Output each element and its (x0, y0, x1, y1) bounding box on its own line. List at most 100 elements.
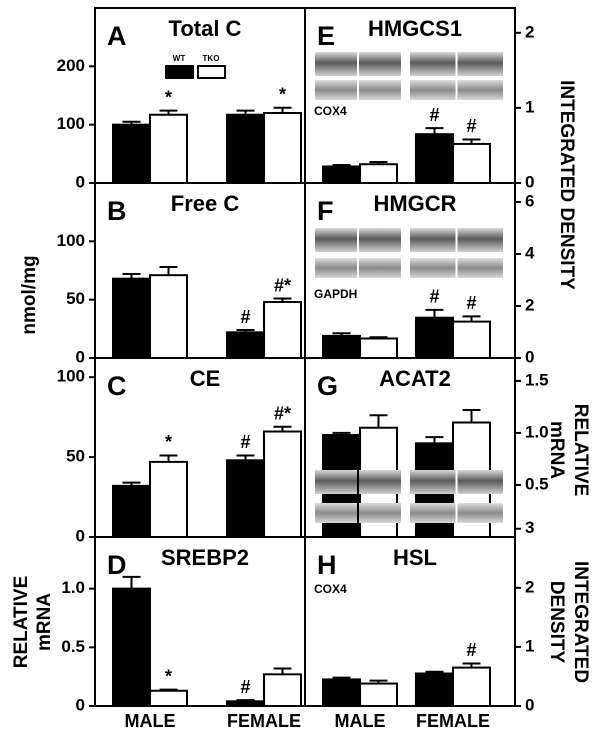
panel-letter: C (107, 371, 127, 401)
bar (149, 274, 188, 359)
y-tick-label: 100 (57, 231, 85, 250)
bar (226, 113, 265, 184)
significance-marker: #* (274, 403, 291, 423)
blot-lane (457, 470, 503, 494)
y-tick-label: 1.5 (525, 370, 549, 389)
blot-label: COX4 (314, 582, 347, 596)
y-tick-label: 50 (66, 289, 85, 308)
error-bar (369, 414, 388, 428)
bar (452, 142, 491, 184)
error-bar (159, 266, 178, 276)
panel-title: SREBP2 (161, 545, 249, 570)
bar (452, 320, 491, 359)
error-bar (122, 481, 141, 486)
error-bar (462, 409, 481, 423)
bar (149, 689, 188, 707)
blot-lane (315, 80, 357, 100)
blot-lane (315, 470, 357, 494)
y-tick-label: 1.0 (525, 422, 549, 441)
y-tick-label: 2 (525, 22, 534, 41)
panel-letter: A (107, 21, 127, 51)
bar (359, 163, 398, 184)
bar (359, 682, 398, 708)
legend-swatch (165, 65, 194, 79)
y-tick-label: 0 (525, 347, 534, 366)
bar (112, 123, 151, 184)
blot-label: COX4 (314, 104, 347, 118)
y-axis-label: mRNA (34, 593, 55, 651)
bar (263, 673, 302, 707)
blot-lane (315, 228, 357, 252)
significance-marker: * (165, 432, 172, 452)
blot-label: GAPDH (314, 287, 357, 301)
error-bar (236, 329, 255, 333)
bar (359, 337, 398, 360)
significance-marker: #* (274, 275, 291, 295)
panel-title: ACAT2 (379, 366, 451, 391)
y-tick-label: 0 (525, 695, 534, 714)
panel-letter: F (317, 196, 334, 226)
error-bar (236, 109, 255, 115)
blot-lane (410, 503, 456, 523)
error-bar (425, 127, 444, 135)
bar (263, 301, 302, 359)
y-tick-label: 200 (57, 56, 85, 75)
blot-lane (359, 258, 401, 278)
panel-letter: B (107, 196, 127, 226)
y-tick-label: 0.5 (61, 637, 85, 656)
blot-lane (457, 258, 503, 278)
y-tick-label: 100 (57, 367, 85, 386)
error-bar (462, 662, 481, 668)
panel-title: HSL (393, 545, 437, 570)
bar (322, 165, 361, 184)
error-bar (273, 297, 292, 302)
error-bar (236, 454, 255, 461)
blot-lane (359, 503, 401, 523)
y-tick-label: 1.0 (61, 578, 85, 597)
blot-lane (359, 228, 401, 252)
error-bar (159, 688, 178, 691)
blot-lane (359, 470, 401, 494)
y-tick-label: 1 (525, 636, 534, 655)
blot-lane (457, 228, 503, 252)
significance-marker: # (240, 677, 250, 697)
y-tick-label: 2 (525, 577, 534, 596)
blot-lane (359, 80, 401, 100)
legend-swatch (197, 65, 226, 79)
error-bar (273, 667, 292, 675)
y-tick-label: 50 (66, 447, 85, 466)
legend-label: TKO (203, 54, 220, 63)
error-bar (425, 436, 444, 444)
y-tick-label: 2 (525, 295, 534, 314)
y-tick-label: 0 (76, 172, 85, 191)
legend-label: WT (173, 54, 186, 63)
blot-lane (315, 52, 357, 76)
error-bar (332, 332, 351, 336)
x-tick-label: MALE (125, 711, 176, 731)
blot-lane (410, 52, 456, 76)
panel-letter: H (317, 550, 337, 580)
error-bar (273, 106, 292, 113)
blot-lane (410, 258, 456, 278)
error-bar (462, 315, 481, 322)
bar (112, 484, 151, 539)
error-bar (122, 120, 141, 125)
y-axis-label: INTEGRATED DENSITY (556, 80, 577, 290)
bar (415, 133, 454, 184)
panel-title: Free C (171, 191, 240, 216)
significance-marker: # (466, 293, 476, 313)
panel-title: HMGCS1 (368, 16, 462, 41)
blot-lane (410, 470, 456, 494)
y-tick-label: 0 (76, 347, 85, 366)
significance-marker: # (466, 116, 476, 136)
y-tick-label: 0 (525, 172, 534, 191)
bar (112, 587, 151, 708)
x-tick-label: FEMALE (227, 711, 301, 731)
significance-marker: * (279, 85, 286, 105)
error-bar (332, 676, 351, 680)
y-tick-label: 0 (76, 526, 85, 545)
blot-lane (315, 258, 357, 278)
y-axis-label: mRNA (546, 421, 567, 479)
error-bar (236, 699, 255, 702)
